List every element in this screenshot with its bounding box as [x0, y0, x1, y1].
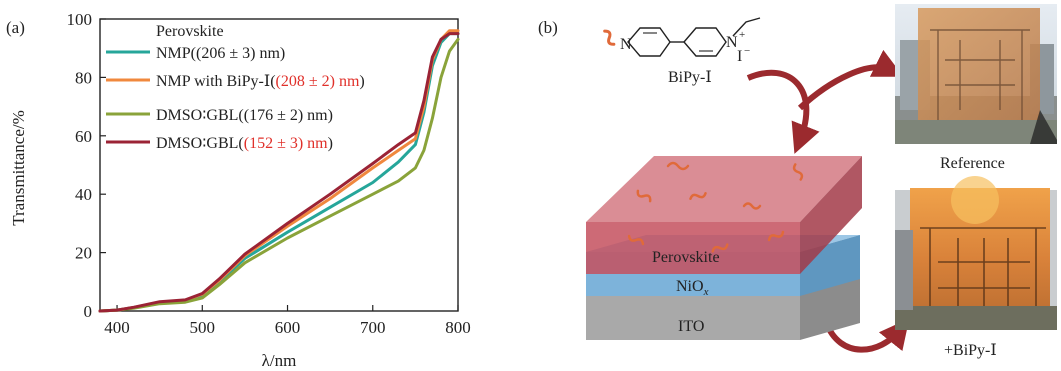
legend-entry-1: NMP((206 ± 3) nm)	[156, 45, 285, 62]
perovskite-right	[800, 156, 862, 274]
transmittance-chart: 0 20 40 60 80 100 400 500 600 700 800 Transmittan…	[9, 10, 471, 370]
y-axis-label: Transmittance/%	[9, 110, 28, 226]
legend-entry-2: NMP with BiPy-Ⅰ((208 ± 2) nm)	[156, 73, 365, 90]
legend-entry-4: DMSO∶GBL((152 ± 3) nm)	[156, 135, 333, 152]
bipy-molecule: N N + I − BiPy-Ⅰ	[603, 17, 761, 86]
legend: Perovskite NMP((206 ± 3) nm) NMP with Bi…	[106, 23, 365, 152]
molecule-squiggle-icon	[627, 234, 645, 246]
device-stack: Perovskite NiOx ITO	[586, 156, 862, 340]
molecule-squiggle-icon	[742, 202, 762, 210]
molecule-n-right: N	[726, 34, 738, 51]
y-tick-label: 20	[75, 244, 92, 263]
molecule-squiggle-icon	[689, 192, 707, 200]
y-tick-label: 40	[75, 185, 92, 204]
molecule-iodide: I	[737, 48, 742, 65]
series-line-3	[98, 37, 460, 313]
molecule-squiggle-icon	[636, 189, 652, 203]
molecule-squiggle-icon	[603, 29, 616, 46]
photo-reference-caption: Reference	[940, 155, 1005, 172]
pyridine-ring-left	[627, 27, 671, 57]
x-tick-label: 500	[190, 318, 216, 337]
perovskite-top	[586, 156, 862, 222]
molecule-iodide-charge: −	[744, 45, 750, 57]
curved-arrow-top	[746, 69, 820, 154]
nio-layer-label: NiOx	[676, 278, 709, 298]
series-lines	[98, 29, 460, 313]
perovskite-layer-label: Perovskite	[652, 249, 720, 266]
photo-treated	[895, 176, 1057, 330]
x-tick-label: 800	[445, 318, 471, 337]
molecule-n-plus: +	[739, 29, 745, 41]
photo-treated-caption: +BiPy-Ⅰ	[944, 342, 997, 359]
molecule-n-left: N	[620, 36, 632, 53]
curved-arrow-bottom	[823, 318, 910, 353]
y-tick-label: 100	[67, 10, 93, 29]
y-tick-label: 80	[75, 68, 92, 87]
propyl-chain	[732, 17, 761, 37]
photo-reference	[895, 4, 1057, 144]
curved-arrow-reference	[797, 49, 904, 111]
molecule-label: BiPy-Ⅰ	[668, 69, 712, 86]
molecule-squiggle-icon	[711, 243, 729, 253]
perovskite-layer	[586, 222, 800, 274]
legend-entry-3: DMSO∶GBL((176 ± 2) nm)	[156, 107, 333, 124]
y-tick-label: 60	[75, 127, 92, 146]
panel-a-label: (a)	[6, 18, 25, 37]
molecule-squiggle-icon	[792, 163, 804, 181]
pyridine-ring-right	[683, 27, 727, 57]
legend-title: Perovskite	[156, 23, 224, 40]
molecule-squiggle-icon	[666, 161, 690, 171]
plot-frame	[99, 18, 459, 312]
ito-layer-label: ITO	[678, 318, 704, 335]
series-line-4	[98, 32, 460, 313]
y-axis: 0 20 40 60 80 100	[67, 10, 106, 321]
x-axis-label: λ/nm	[262, 351, 297, 370]
additive-molecules	[627, 161, 804, 253]
y-tick-label: 0	[84, 302, 93, 321]
x-axis: 400 500 600 700 800	[104, 305, 471, 337]
molecule-squiggle-icon	[767, 230, 785, 242]
x-tick-label: 400	[104, 318, 130, 337]
panel-b-label: (b)	[538, 18, 558, 37]
x-tick-label: 600	[275, 318, 301, 337]
x-tick-label: 700	[360, 318, 386, 337]
